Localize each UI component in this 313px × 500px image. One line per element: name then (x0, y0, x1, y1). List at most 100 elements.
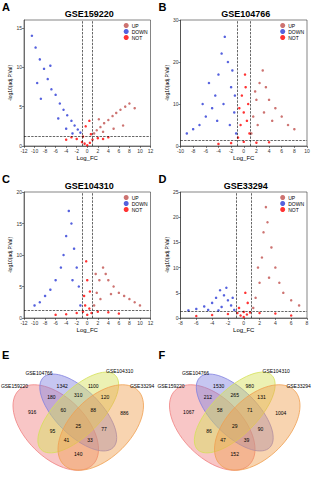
svg-text:886: 886 (120, 410, 129, 416)
svg-text:25: 25 (75, 423, 81, 429)
svg-text:4: 4 (268, 148, 271, 154)
svg-text:5: 5 (19, 104, 22, 110)
svg-text:8: 8 (293, 148, 296, 154)
svg-text:-6: -6 (204, 148, 209, 154)
svg-text:1530: 1530 (213, 383, 224, 389)
svg-text:10: 10 (173, 265, 179, 271)
svg-text:10: 10 (16, 252, 22, 258)
svg-text:1342: 1342 (57, 383, 68, 389)
svg-text:-10: -10 (177, 148, 184, 154)
svg-text:NOT: NOT (288, 207, 299, 213)
svg-text:6: 6 (290, 320, 293, 326)
svg-text:39: 39 (244, 437, 250, 443)
svg-text:6: 6 (280, 148, 283, 154)
svg-text:60: 60 (60, 407, 66, 413)
svg-text:29: 29 (232, 423, 238, 429)
svg-text:GSE104766: GSE104766 (221, 9, 270, 19)
svg-text:-2: -2 (229, 148, 234, 154)
svg-text:-6: -6 (53, 148, 58, 154)
svg-text:30: 30 (173, 17, 179, 23)
svg-text:C: C (2, 173, 10, 185)
svg-text:Log_FC: Log_FC (233, 155, 255, 161)
svg-text:265: 265 (231, 392, 240, 398)
svg-text:-2: -2 (74, 320, 79, 326)
svg-text:-8: -8 (178, 320, 183, 326)
svg-text:-log10(adj.P.Val): -log10(adj.P.Val) (164, 237, 170, 274)
svg-text:E: E (2, 349, 9, 361)
svg-text:20: 20 (173, 214, 179, 220)
svg-text:90: 90 (258, 426, 264, 432)
svg-text:-2: -2 (74, 148, 79, 154)
svg-text:-4: -4 (216, 148, 221, 154)
svg-text:10: 10 (173, 101, 179, 107)
svg-text:GSE159220: GSE159220 (65, 9, 114, 19)
svg-text:2: 2 (258, 320, 261, 326)
svg-text:1100: 1100 (88, 383, 99, 389)
svg-text:F: F (159, 349, 166, 361)
svg-text:4: 4 (107, 148, 110, 154)
svg-text:-4: -4 (210, 320, 215, 326)
svg-text:-2: -2 (226, 320, 231, 326)
svg-text:-8: -8 (43, 320, 48, 326)
svg-text:Log_FC: Log_FC (77, 327, 99, 333)
svg-text:86: 86 (206, 428, 212, 434)
svg-text:95: 95 (50, 428, 56, 434)
svg-text:2: 2 (96, 320, 99, 326)
svg-text:6: 6 (117, 148, 120, 154)
svg-text:20: 20 (173, 59, 179, 65)
svg-text:6: 6 (117, 320, 120, 326)
svg-text:NOT: NOT (132, 35, 143, 41)
svg-text:4: 4 (274, 320, 277, 326)
svg-text:D: D (159, 173, 167, 185)
svg-text:2: 2 (255, 148, 258, 154)
svg-text:47: 47 (220, 437, 226, 443)
svg-text:GSE159220: GSE159220 (1, 383, 28, 389)
svg-text:10: 10 (137, 148, 143, 154)
svg-text:41: 41 (64, 437, 70, 443)
svg-text:71: 71 (247, 407, 253, 413)
svg-text:88: 88 (90, 407, 96, 413)
svg-text:GSE33294: GSE33294 (286, 383, 311, 389)
svg-text:-10: -10 (31, 148, 38, 154)
svg-text:152: 152 (231, 451, 240, 457)
svg-text:8: 8 (128, 148, 131, 154)
svg-text:15: 15 (16, 221, 22, 227)
svg-text:5: 5 (19, 284, 22, 290)
svg-text:1004: 1004 (275, 410, 286, 416)
svg-text:8: 8 (128, 320, 131, 326)
svg-text:12: 12 (148, 320, 154, 326)
svg-text:-10: -10 (31, 320, 38, 326)
svg-text:120: 120 (101, 394, 110, 400)
svg-text:0: 0 (86, 320, 89, 326)
svg-text:5: 5 (176, 290, 179, 296)
svg-text:Log_FC: Log_FC (77, 155, 99, 161)
svg-text:1067: 1067 (183, 409, 194, 415)
svg-text:0: 0 (86, 148, 89, 154)
svg-text:-4: -4 (64, 320, 69, 326)
svg-text:NOT: NOT (288, 35, 299, 41)
svg-text:Log_FC: Log_FC (233, 327, 255, 333)
svg-text:20: 20 (16, 189, 22, 195)
svg-text:12: 12 (148, 148, 154, 154)
svg-text:GSE159220: GSE159220 (157, 383, 184, 389)
svg-text:-4: -4 (64, 148, 69, 154)
svg-text:310: 310 (74, 392, 83, 398)
svg-text:25: 25 (173, 189, 179, 195)
svg-text:140: 140 (74, 451, 83, 457)
svg-text:GSE33294: GSE33294 (224, 181, 268, 191)
svg-text:-8: -8 (43, 148, 48, 154)
svg-text:4: 4 (107, 320, 110, 326)
svg-text:10: 10 (137, 320, 143, 326)
svg-text:-log10(adj.P.Val): -log10(adj.P.Val) (7, 65, 13, 102)
svg-text:131: 131 (257, 394, 266, 400)
svg-text:GSE104310: GSE104310 (262, 368, 289, 374)
svg-text:980: 980 (246, 383, 255, 389)
svg-text:GSE33294: GSE33294 (130, 383, 155, 389)
svg-text:-8: -8 (191, 148, 196, 154)
svg-text:15: 15 (16, 25, 22, 31)
svg-text:GSE104766: GSE104766 (25, 370, 52, 376)
svg-text:58: 58 (217, 407, 223, 413)
svg-text:916: 916 (28, 409, 37, 415)
svg-text:77: 77 (101, 426, 107, 432)
svg-text:0: 0 (242, 148, 245, 154)
